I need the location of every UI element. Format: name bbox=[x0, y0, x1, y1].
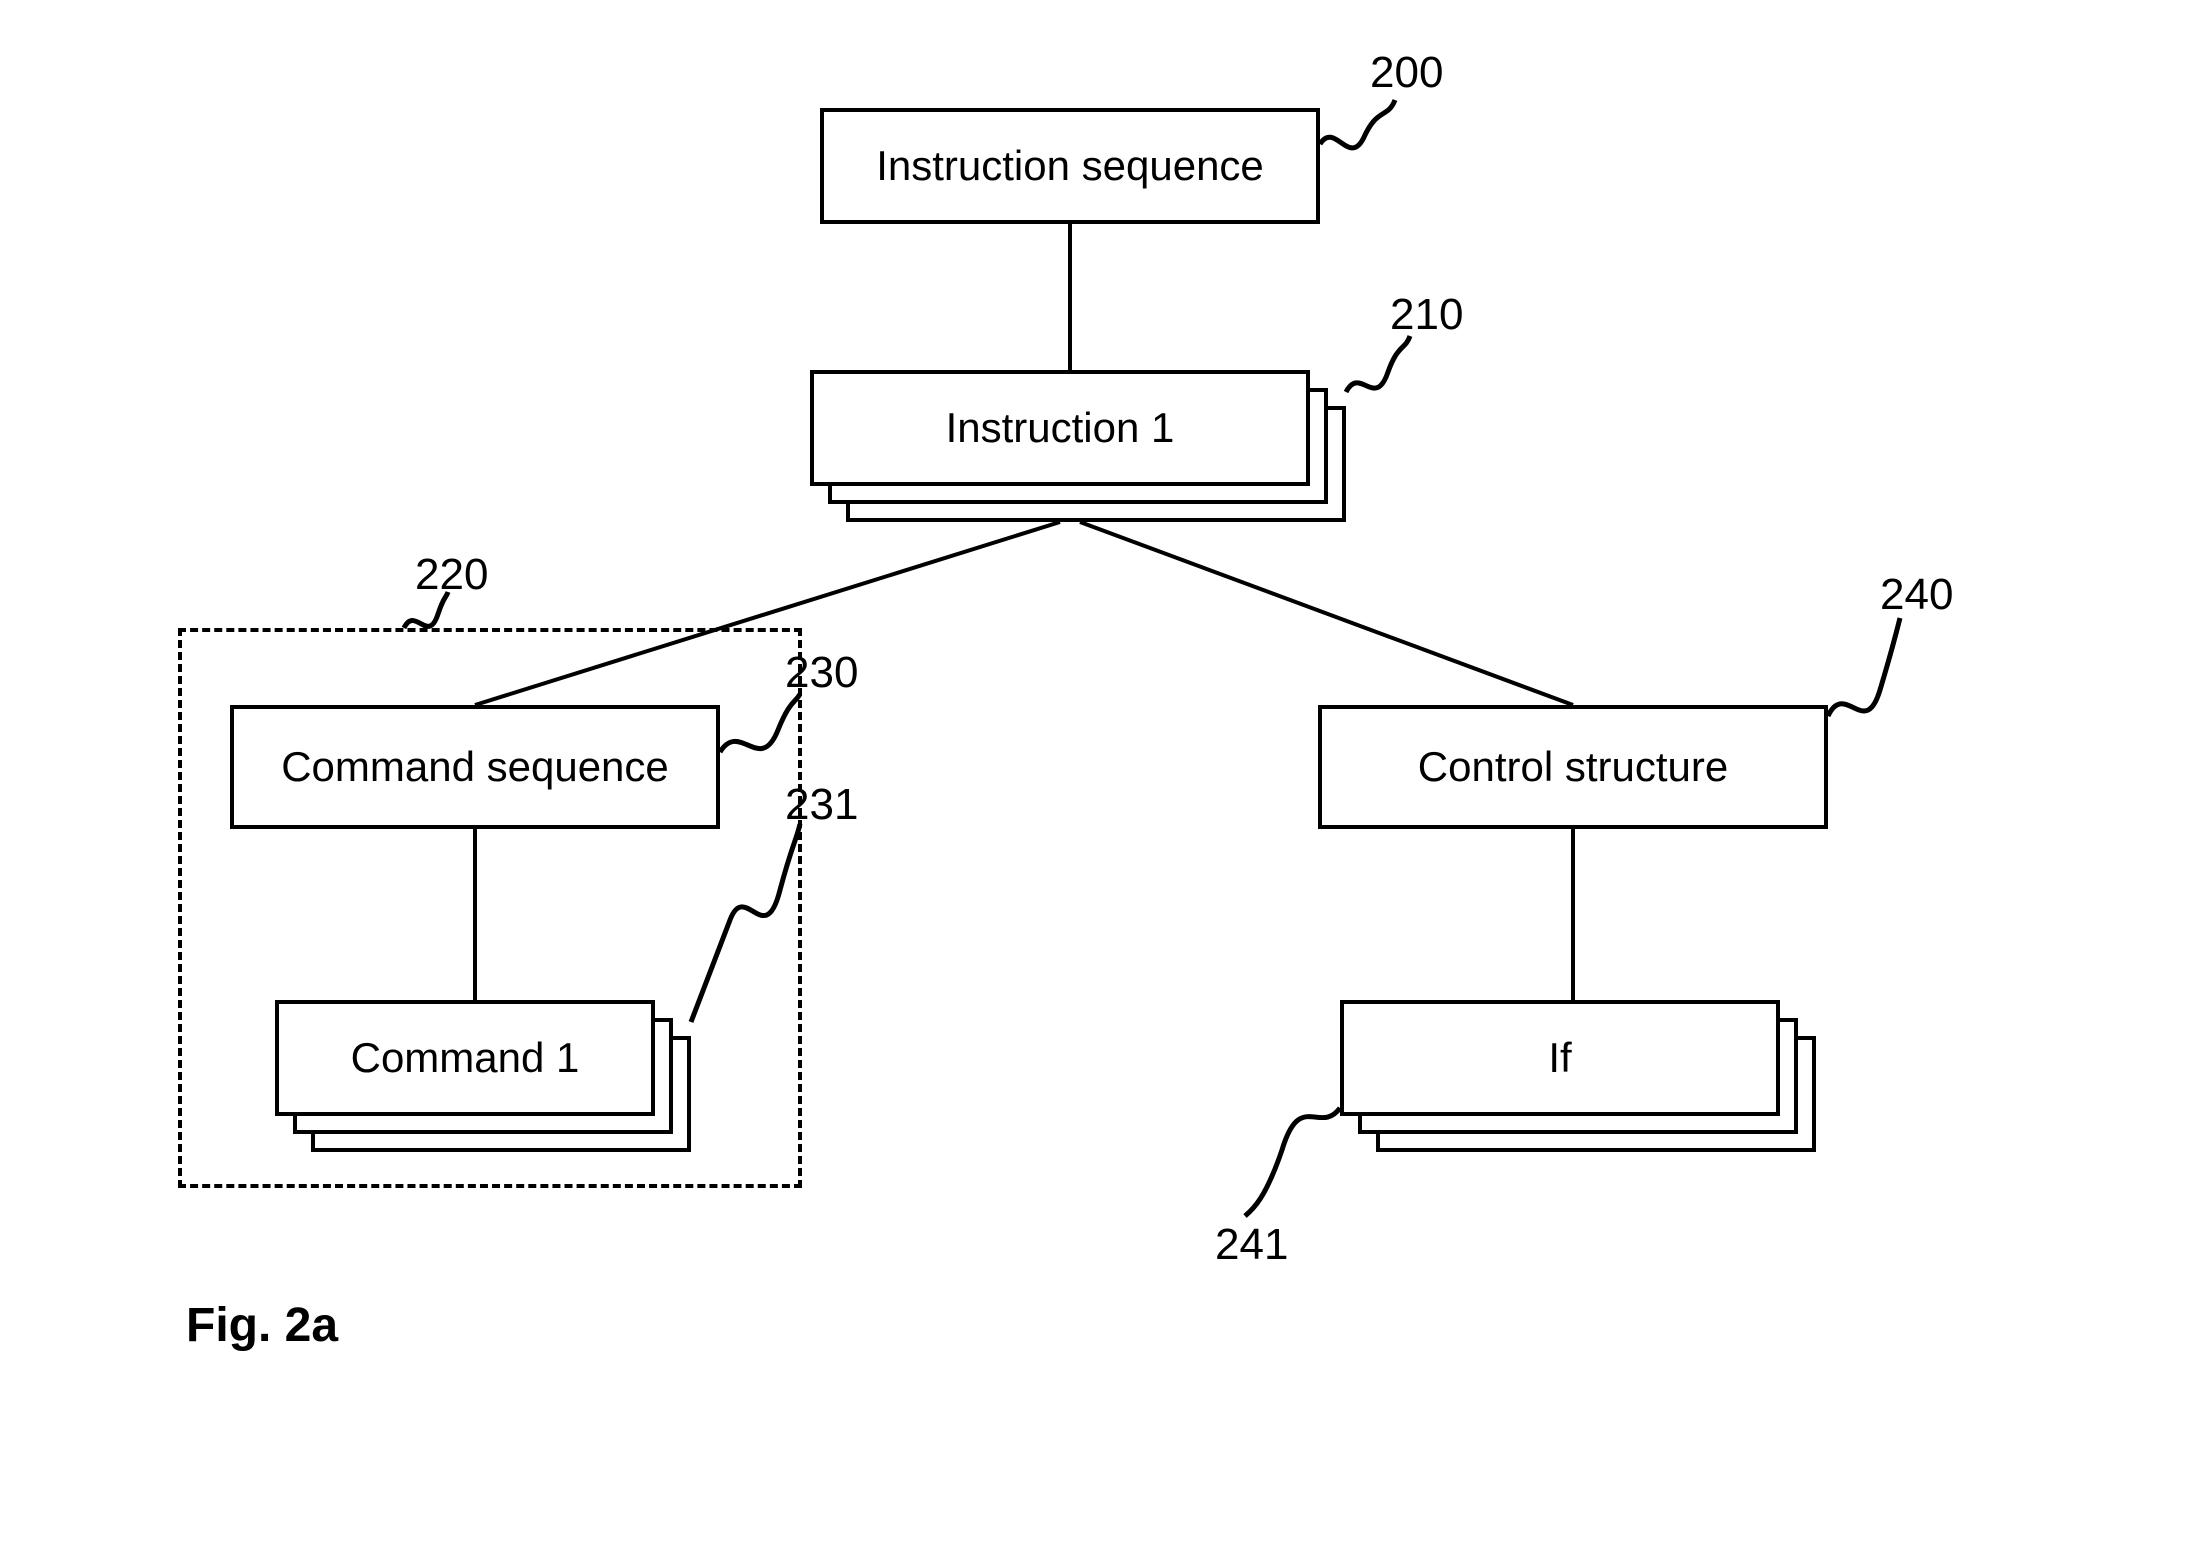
squiggle-200 bbox=[1320, 100, 1395, 148]
figure-label: Fig. 2a bbox=[186, 1298, 338, 1353]
node-label: Command sequence bbox=[281, 743, 669, 791]
node-label: Instruction sequence bbox=[876, 142, 1264, 190]
edge-instruction-1-to-control-structure bbox=[1080, 522, 1573, 705]
ref-label-220: 220 bbox=[415, 550, 488, 600]
node-command-sequence: Command sequence bbox=[230, 705, 720, 829]
ref-label-241: 241 bbox=[1215, 1220, 1288, 1270]
squiggle-210 bbox=[1346, 336, 1410, 392]
squiggle-240 bbox=[1828, 618, 1900, 716]
squiggle-241 bbox=[1245, 1108, 1340, 1216]
ref-label-240: 240 bbox=[1880, 570, 1953, 620]
ref-label-200: 200 bbox=[1370, 48, 1443, 98]
ref-label-230: 230 bbox=[785, 648, 858, 698]
node-control-structure: Control structure bbox=[1318, 705, 1828, 829]
node-instruction-sequence: Instruction sequence bbox=[820, 108, 1320, 224]
ref-label-231: 231 bbox=[785, 780, 858, 830]
node-command-1: Command 1 bbox=[275, 1000, 655, 1116]
node-label: Instruction 1 bbox=[946, 404, 1175, 452]
node-instruction-1: Instruction 1 bbox=[810, 370, 1310, 486]
node-label: If bbox=[1548, 1034, 1571, 1082]
node-label: Control structure bbox=[1418, 743, 1728, 791]
node-label: Command 1 bbox=[351, 1034, 580, 1082]
ref-label-210: 210 bbox=[1390, 290, 1463, 340]
node-if: If bbox=[1340, 1000, 1780, 1116]
